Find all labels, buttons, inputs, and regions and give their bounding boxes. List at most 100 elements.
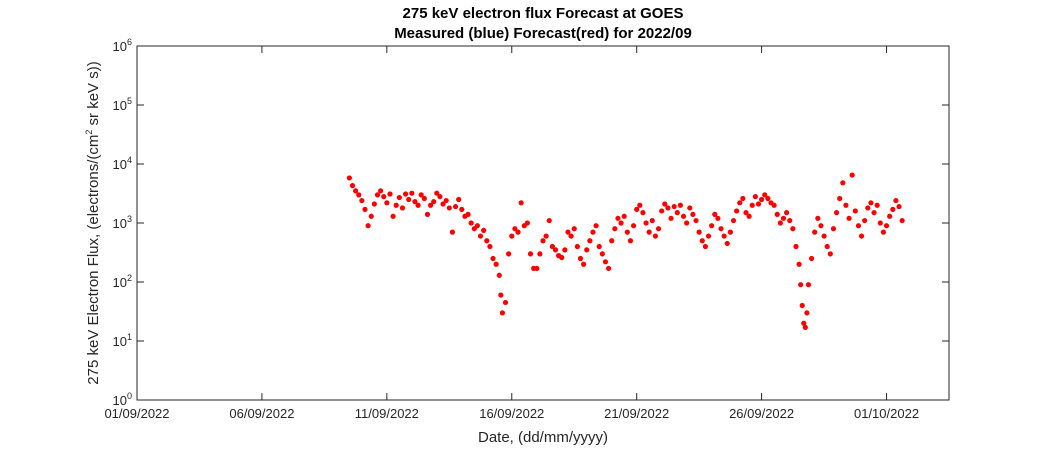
forecast-point [552, 247, 559, 253]
forecast-point [793, 243, 799, 250]
forecast-point [443, 197, 449, 204]
forecast-point [346, 175, 352, 181]
forecast-point [668, 215, 674, 221]
forecast-point [837, 195, 843, 202]
forecast-point [833, 210, 840, 216]
forecast-point [718, 226, 724, 232]
forecast-point [880, 229, 887, 235]
forecast-point [896, 203, 902, 210]
forecast-point [368, 213, 374, 219]
forecast-point [409, 190, 415, 196]
forecast-point [621, 213, 627, 219]
y-axis-label-prefix: 275 keV Electron Flux, (electrons/(cm [85, 135, 102, 385]
forecast-point [899, 217, 905, 224]
forecast-point [384, 200, 390, 206]
forecast-point [801, 320, 807, 326]
forecast-point [815, 215, 821, 221]
forecast-point [824, 243, 830, 250]
y-axis-label-superscript: 2 [84, 130, 94, 135]
forecast-point [584, 247, 590, 253]
forecast-point [415, 202, 421, 208]
forecast-point [506, 251, 512, 257]
forecast-point [640, 210, 646, 216]
forecast-point [402, 191, 409, 197]
x-tick-label: 16/09/2022 [479, 406, 544, 421]
forecast-point [734, 208, 740, 214]
forecast-point [887, 213, 893, 219]
forecast-point [390, 213, 396, 219]
forecast-point [474, 223, 481, 229]
forecast-point [465, 211, 471, 217]
forecast-point [818, 223, 824, 229]
forecast-point [652, 233, 659, 239]
forecast-point [427, 202, 434, 208]
forecast-point [424, 211, 431, 217]
forecast-point [437, 194, 443, 200]
forecast-point [830, 226, 837, 232]
forecast-point [705, 233, 712, 239]
forecast-point [740, 195, 746, 202]
forecast-point [418, 192, 424, 198]
forecast-point [634, 206, 640, 213]
forecast-point [356, 192, 362, 198]
forecast-point [674, 210, 680, 216]
forecast-point [590, 229, 596, 235]
forecast-point [559, 254, 565, 261]
forecast-point [702, 243, 709, 250]
y-tick-base: 10 [113, 39, 127, 54]
forecast-point [790, 226, 796, 232]
forecast-point [374, 192, 381, 198]
y-axis-label-suffix: sr keV s)) [85, 61, 102, 129]
chart-subtitle: Measured (blue) Forecast(red) for 2022/0… [394, 25, 692, 42]
forecast-point [802, 324, 808, 331]
forecast-point [677, 202, 684, 208]
forecast-point [655, 226, 662, 232]
forecast-point [596, 243, 602, 250]
forecast-point [387, 191, 393, 197]
forecast-point [487, 243, 493, 250]
forecast-point [684, 220, 690, 226]
forecast-point [680, 213, 687, 219]
forecast-point [687, 205, 693, 211]
forecast-point [727, 229, 733, 235]
forecast-point [581, 261, 587, 267]
forecast-point [699, 238, 705, 244]
forecast-point [696, 229, 702, 235]
y-tick-label: 106 [113, 37, 132, 54]
forecast-point [890, 206, 896, 213]
forecast-point [549, 243, 555, 250]
forecast-point [593, 223, 599, 229]
forecast-point [502, 299, 509, 306]
forecast-point [855, 223, 862, 229]
forecast-point [568, 233, 574, 239]
forecast-point [524, 220, 530, 226]
forecast-point [481, 227, 487, 233]
forecast-point [518, 200, 524, 206]
forecast-point [534, 265, 540, 272]
forecast-point [659, 208, 665, 214]
forecast-point [493, 261, 499, 267]
forecast-point [893, 197, 899, 204]
y-tick-exponent: 5 [127, 96, 132, 106]
forecast-point [749, 202, 755, 208]
forecast-point [787, 217, 793, 224]
forecast-point [393, 202, 399, 208]
forecast-point [774, 211, 780, 217]
x-axis-label: Date, (dd/mm/yyyy) [478, 429, 608, 446]
y-tick-exponent: 0 [127, 391, 132, 401]
forecast-point [643, 220, 649, 226]
forecast-point [743, 210, 749, 216]
forecast-point [498, 292, 504, 298]
forecast-point [349, 183, 356, 189]
forecast-point [862, 217, 868, 224]
y-tick-base: 10 [113, 157, 127, 172]
x-tick-label: 01/10/2022 [854, 406, 919, 421]
forecast-point [571, 226, 577, 232]
forecast-point [587, 238, 593, 244]
forecast-point [612, 226, 618, 232]
y-tick-base: 10 [113, 393, 127, 408]
y-tick-exponent: 6 [127, 37, 132, 47]
forecast-point [805, 282, 812, 288]
forecast-point [468, 220, 474, 226]
forecast-point [730, 217, 737, 224]
